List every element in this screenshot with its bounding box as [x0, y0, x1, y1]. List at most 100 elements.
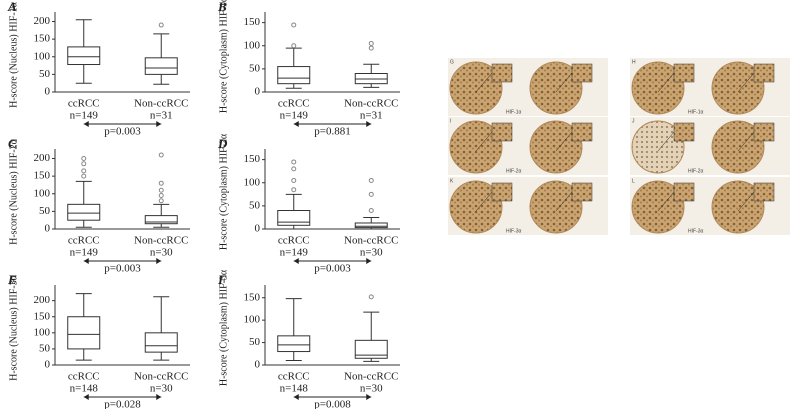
n-label: n=30	[360, 247, 383, 259]
n-label: n=30	[360, 383, 383, 395]
tissue-core	[449, 120, 503, 174]
inset-pointer	[737, 191, 755, 212]
y-tick-label: 0	[45, 359, 51, 371]
marker-label: HIF-2α	[688, 168, 704, 174]
x-tick-label: Non-ccRCC	[134, 235, 188, 247]
inset-pointer	[555, 72, 573, 93]
inset-pointer	[737, 72, 755, 93]
y-tick-label: 100	[34, 326, 51, 338]
box	[354, 222, 388, 229]
y-tick-label: 150	[244, 153, 261, 165]
outlier	[158, 193, 164, 199]
y-tick-label: 0	[45, 86, 51, 98]
inset	[753, 182, 775, 202]
y-tick-label: 50	[249, 336, 261, 348]
y-tick-label: 200	[34, 294, 51, 306]
y-tick-label: 50	[39, 205, 51, 217]
marker-label: HIF-3α	[688, 228, 704, 234]
outlier	[81, 156, 87, 162]
inset	[571, 122, 593, 142]
y-tick-label: 150	[34, 33, 51, 45]
outlier	[291, 166, 297, 172]
inset-pointer	[475, 131, 493, 152]
y-tick-label: 100	[34, 50, 51, 62]
y-tick-label: 200	[34, 152, 51, 164]
box	[277, 210, 311, 226]
outlier	[158, 22, 164, 28]
outlier	[291, 159, 297, 165]
tissue-core	[711, 180, 765, 234]
x-tick-label: ccRCC	[68, 98, 100, 110]
outlier	[368, 294, 374, 300]
marker-label: HIF-2α	[506, 168, 522, 174]
tissue-core	[529, 120, 583, 174]
panel-letter-small: H	[632, 59, 636, 65]
y-tick-label: 50	[39, 342, 51, 354]
marker-label: HIF-1α	[688, 109, 704, 115]
box	[277, 335, 311, 353]
tissue-core	[631, 180, 685, 234]
y-tick-label: 150	[244, 291, 261, 303]
n-label: n=149	[70, 110, 99, 122]
tissue-core	[711, 61, 765, 115]
panel-letter: F	[217, 272, 227, 287]
outlier	[368, 191, 374, 197]
x-tick-label: ccRCC	[68, 371, 100, 383]
x-tick-label: ccRCC	[68, 235, 100, 247]
tissue-core	[711, 120, 765, 174]
inset	[571, 63, 593, 83]
panel-letter-small: K	[450, 178, 454, 184]
y-axis-label: H-score (Cytoplasm) HIF-2α	[218, 133, 229, 250]
panel-letter: C	[8, 136, 17, 151]
y-tick-label: 150	[34, 310, 51, 322]
y-tick-label: 100	[244, 39, 261, 51]
outlier	[368, 177, 374, 183]
inset-pointer	[657, 131, 675, 152]
x-tick-label: ccRCC	[278, 371, 310, 383]
outlier	[81, 161, 87, 167]
outlier	[81, 173, 87, 179]
outlier	[291, 177, 297, 183]
x-tick-label: Non-ccRCC	[134, 98, 188, 110]
p-value: p=0.003	[104, 126, 141, 138]
y-axis-label: H-score (Cytoplasm) HIF-1α	[218, 0, 229, 113]
outlier	[81, 168, 87, 174]
inset	[571, 182, 593, 202]
inset	[673, 182, 695, 202]
outlier	[368, 40, 374, 46]
panel-letter-small: L	[632, 178, 635, 184]
outlier	[291, 22, 297, 28]
box	[67, 203, 101, 221]
y-tick-label: 0	[255, 359, 261, 371]
box	[277, 66, 311, 85]
inset	[491, 63, 513, 83]
x-tick-label: Non-ccRCC	[344, 98, 398, 110]
tissue-core	[529, 180, 583, 234]
box	[144, 332, 178, 353]
y-axis-label: H-score (Nucleus) HIF-2α	[8, 138, 19, 245]
box	[144, 57, 178, 75]
y-tick-label: 50	[249, 199, 261, 211]
n-label: n=30	[150, 247, 173, 259]
inset-pointer	[555, 191, 573, 212]
outlier	[368, 208, 374, 213]
inset-pointer	[475, 72, 493, 93]
x-tick-label: ccRCC	[278, 98, 310, 110]
p-value: p=0.003	[314, 263, 351, 275]
n-label: n=30	[150, 383, 173, 395]
panel-letter: B	[217, 0, 227, 14]
y-tick-label: 150	[244, 16, 261, 28]
x-tick-label: Non-ccRCC	[134, 371, 188, 383]
box	[67, 316, 101, 350]
outlier	[368, 45, 374, 51]
p-value: p=0.003	[104, 263, 141, 275]
p-value: p=0.008	[314, 399, 351, 409]
tissue-core	[631, 61, 685, 115]
outlier	[158, 152, 164, 158]
tissue-core	[631, 120, 685, 174]
tissue-core	[449, 180, 503, 234]
outlier	[158, 187, 164, 193]
y-axis-label: H-score (Cytoplasm) HIF-3α	[218, 269, 229, 386]
x-tick-label: Non-ccRCC	[344, 371, 398, 383]
x-tick-label: Non-ccRCC	[344, 235, 398, 247]
